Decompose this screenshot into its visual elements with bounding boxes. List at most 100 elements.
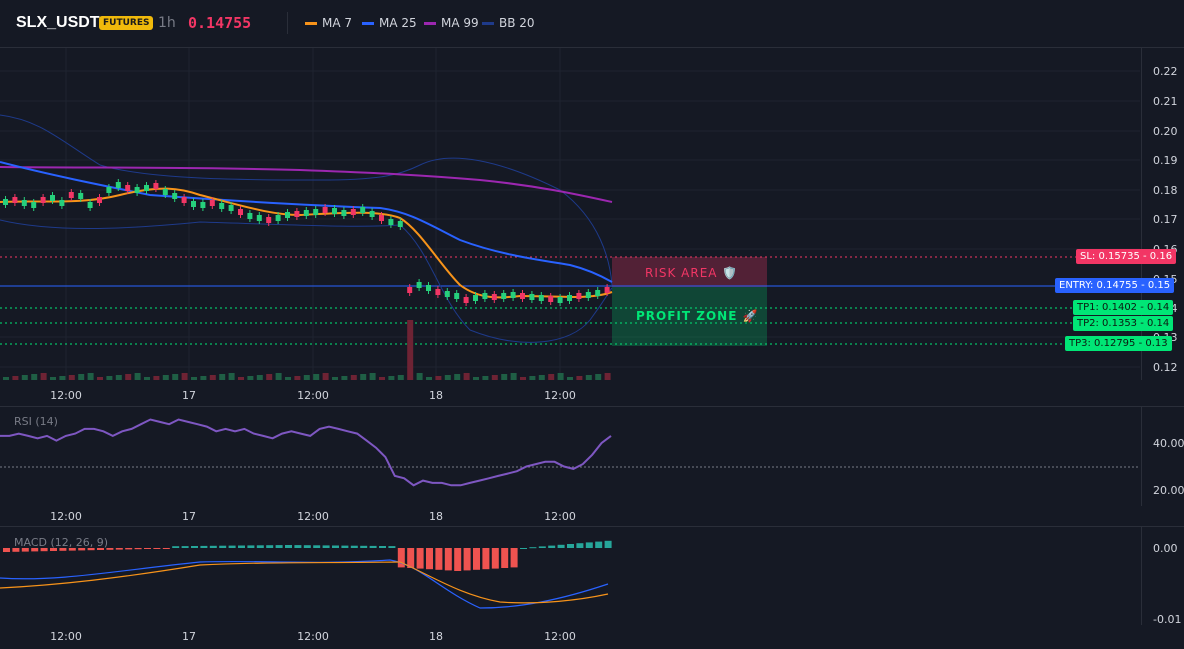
macd-bar	[78, 548, 86, 551]
volume-bar	[444, 375, 451, 380]
macd-bar	[491, 548, 499, 569]
candle-body	[463, 297, 469, 303]
rsi-axis-line	[1141, 407, 1142, 506]
ma25-line	[0, 161, 613, 283]
profit-zone	[612, 287, 767, 346]
candle-body	[322, 207, 328, 213]
volume-bar	[87, 373, 94, 380]
candle-body	[604, 287, 610, 293]
macd-title: MACD (12, 26, 9)	[14, 536, 109, 549]
candle-body	[228, 205, 234, 211]
macd-bar	[209, 545, 217, 548]
volume-bar	[341, 376, 348, 380]
macd-signal-line	[0, 561, 609, 604]
candle-body	[341, 210, 347, 216]
volume-bar	[181, 373, 188, 380]
candle-body	[435, 289, 441, 295]
volume-bar	[360, 374, 367, 380]
volume-bar	[256, 375, 263, 380]
macd-line	[0, 559, 609, 609]
volume-bar	[275, 373, 282, 380]
volume-bar	[40, 373, 47, 380]
price-tick: 0.21	[1153, 95, 1178, 108]
macd-bar	[557, 544, 565, 548]
volume-bar	[153, 376, 160, 380]
candle-body	[256, 215, 262, 221]
macd-bar	[416, 548, 424, 569]
volume-bar	[219, 374, 226, 380]
macd-bar	[153, 548, 161, 549]
time-tick: 12:00	[50, 510, 82, 523]
volume-bar	[285, 377, 291, 380]
ma99-swatch	[424, 21, 436, 25]
rsi-line	[0, 418, 612, 487]
price-tick: 0.18	[1153, 184, 1178, 197]
macd-bar	[454, 548, 462, 571]
time-tick: 18	[429, 630, 443, 643]
volume-bar	[454, 374, 461, 380]
legend-ma7[interactable]: MA 7	[305, 16, 352, 30]
macd-bar	[388, 546, 396, 548]
volume-bar	[322, 373, 329, 380]
candle-body	[3, 199, 8, 205]
legend-ma25[interactable]: MA 25	[362, 16, 417, 30]
candle-body	[106, 187, 112, 193]
candle-body	[529, 294, 535, 300]
risk-zone	[612, 257, 767, 287]
macd-bar	[266, 545, 274, 548]
macd-bar	[294, 545, 302, 548]
time-tick: 12:00	[50, 630, 82, 643]
candle-body	[153, 183, 159, 189]
volume-bar	[134, 373, 141, 380]
volume-bar	[78, 374, 85, 380]
time-tick: 18	[429, 510, 443, 523]
time-tick: 17	[182, 389, 196, 402]
macd-bar	[97, 548, 104, 550]
macd-bar	[285, 545, 292, 548]
volume-bar	[144, 377, 150, 380]
entry-tag: ENTRY: 0.14755 - 0.15	[1055, 278, 1175, 293]
macd-border	[0, 526, 1184, 527]
macd-bar	[134, 548, 142, 550]
volume-bar	[332, 377, 338, 380]
candle-body	[491, 294, 497, 300]
macd-bar	[585, 542, 593, 548]
candle-body	[444, 291, 450, 297]
candle-body	[426, 285, 431, 291]
volume-bar	[426, 377, 432, 380]
symbol-label[interactable]: SLX_USDT	[16, 14, 100, 31]
volume-bar	[200, 376, 207, 380]
macd-bar	[473, 548, 480, 570]
volume-bar	[313, 374, 320, 380]
volume-bar	[510, 373, 517, 380]
candle-body	[181, 197, 187, 203]
volume-bar	[303, 375, 310, 380]
volume-bar	[31, 374, 38, 380]
legend-ma99[interactable]: MA 99	[424, 16, 479, 30]
macd-bar	[360, 545, 368, 548]
candle-body	[294, 211, 300, 217]
candle-body	[172, 193, 178, 199]
tp3-tag: TP3: 0.12795 - 0.13	[1065, 336, 1172, 351]
time-tick: 12:00	[544, 389, 576, 402]
volume-bar	[548, 374, 555, 380]
timeframe-label[interactable]: 1h	[158, 15, 176, 31]
tp1-tag: TP1: 0.1402 - 0.14	[1073, 300, 1174, 315]
candle-body	[585, 292, 591, 298]
rsi-tick: 20.00	[1153, 484, 1184, 497]
candle-body	[191, 201, 196, 207]
legend-bb20[interactable]: BB 20	[482, 16, 535, 30]
candle-body	[454, 293, 460, 299]
macd-bar	[12, 548, 20, 552]
macd-bar	[115, 548, 123, 550]
candle-body	[416, 282, 422, 288]
volume-bar	[491, 375, 498, 380]
macd-bar	[322, 545, 330, 548]
volume-bar	[369, 373, 376, 380]
macd-axis-line	[1141, 527, 1142, 625]
volume-bar	[191, 377, 197, 380]
bb20-swatch	[482, 21, 494, 25]
volume-bars	[3, 320, 611, 380]
macd-bar	[463, 548, 471, 571]
